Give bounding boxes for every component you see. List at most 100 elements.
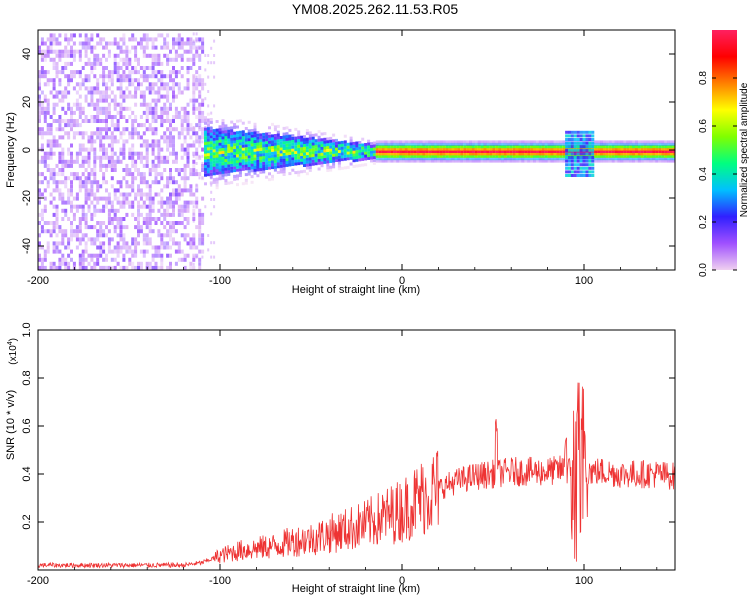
spectrogram-cell [550,140,554,144]
spectrogram-cell [110,200,114,205]
spectrogram-cell [224,182,228,185]
spectrogram-cell [658,147,662,151]
spectrogram-cell [84,33,88,38]
spectrogram-cell [204,156,207,160]
spectrogram-cell [61,119,65,123]
spectrogram-cell [64,200,68,205]
spectrogram-cell [90,212,94,217]
spectrogram-cell [160,70,164,75]
spectrogram-cell [151,204,155,209]
spectrogram-cell [78,221,82,225]
spectrogram-cell [142,233,146,238]
spectrogram-cell [655,150,659,153]
spectrogram-y-label: Frequency (Hz) [5,112,17,188]
spectrogram-cell [233,174,237,178]
spectrogram-cell [288,149,292,152]
spectrogram-cell [667,152,670,156]
spectrogram-cell [198,270,201,274]
spectrogram-cell [163,208,167,213]
spectrogram-cell [672,159,675,163]
snr-plot-area [38,330,675,570]
spectrogram-cell [43,265,47,270]
spectrogram-cell [265,164,269,168]
spectrogram-cell [157,253,161,258]
spectrogram-cell [186,217,190,221]
spectrogram-cell [285,140,289,144]
spectrogram-cell [93,106,97,111]
spectrogram-cell [276,165,280,169]
spectrogram-cell [265,149,269,153]
spectrogram-cell [244,132,248,136]
spectrogram-cell [189,45,193,50]
spectrogram-cell [340,140,344,144]
spectrogram-cell [64,163,68,168]
spectrogram-cell [172,37,175,42]
spectrogram-cell [556,150,560,153]
spectrogram-cell [110,143,114,148]
spectrogram-cell [614,152,618,156]
spectrogram-cell [55,265,59,270]
spectrogram-cell [107,208,111,213]
spectrogram-cell [49,33,53,38]
spectrogram-cell [169,168,172,172]
spectrogram-cell [614,157,618,161]
spectrogram-cell [568,148,571,152]
spectrogram-cell [207,90,210,93]
spectrogram-cell [38,127,41,132]
spectrogram-cell [238,133,242,137]
spectrogram-cell [110,78,114,83]
spectrogram-cell [163,159,167,164]
spectrogram-cell [672,145,675,149]
spectrogram-cell [632,140,635,144]
spectrogram-cell [396,147,400,151]
spectrogram-cell [183,139,187,144]
spectrogram-cell [250,166,254,170]
spectrogram-cell [530,145,534,149]
spectrogram-cell [96,221,100,225]
spectrogram-cell [58,172,62,177]
spectrogram-cell [512,150,516,153]
spectrogram-cell [96,257,100,262]
spectrogram-cell [413,154,417,158]
spectrogram-cell [204,173,207,177]
spectrogram-cell [381,142,385,146]
spectrogram-cell [483,145,487,149]
spectrogram-cell [221,159,225,163]
spectrogram-cell [579,145,583,149]
spectrogram-cell [236,145,239,149]
spectrogram-cell [113,127,117,132]
spectrogram-cell [381,159,385,163]
spectrogram-cell [422,140,426,144]
spectrogram-cell [273,154,277,158]
spectrogram-cell [629,154,633,158]
spectrogram-cell [78,131,82,136]
spectrogram-cell [166,139,170,144]
spectrogram-cell [305,154,309,158]
spectrogram-cell [128,135,132,140]
spectrogram-cell [201,82,205,87]
spectrogram-cell [238,162,242,166]
spectrogram-cell [375,154,379,158]
spectrogram-cell [646,154,650,158]
spectrogram-cell [215,160,219,164]
spectrogram-cell [87,196,91,201]
spectrogram-cell [55,245,59,250]
spectrogram-cell [533,140,536,144]
spectrogram-cell [38,265,41,270]
spectrogram-cell [204,118,207,122]
spectrogram-cell [591,138,595,141]
spectrogram-cell [119,106,123,111]
spectrogram-cell [157,53,161,58]
spectrogram-cell [172,204,175,209]
spectrogram-cell [195,37,199,42]
spectrogram-cell [538,152,542,156]
spectrogram-cell [64,180,68,185]
spectrogram-cell [198,249,202,254]
spectrogram-cell [265,132,269,136]
spectrogram-cell [637,157,641,161]
spectrogram-cell [570,163,574,167]
spectrogram-cell [58,261,62,266]
spectrogram-cell [102,233,106,238]
spectrogram-cell [67,61,71,66]
spectrogram-cell [78,204,82,209]
